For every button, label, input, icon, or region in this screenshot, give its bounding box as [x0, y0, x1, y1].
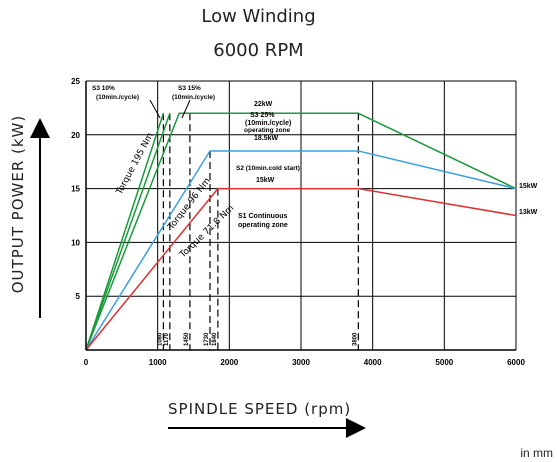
- speed-marker-label: 1450: [184, 332, 190, 346]
- annotations: S3 10% (10min./cycle) S3 15% (10min./cyc…: [92, 85, 538, 229]
- x-axis-label: SPINDLE SPEED (rpm): [168, 400, 352, 418]
- speed-marker-label: 3800: [352, 332, 358, 346]
- annotation-s3-25-zone: operating zone: [244, 127, 291, 134]
- chart-title: Low Winding: [201, 6, 316, 27]
- annotation-s1-zone: operating zone: [238, 222, 288, 229]
- annotation-s1: S1 Continuous: [238, 213, 287, 220]
- x-tick-label: 0: [84, 358, 89, 367]
- speed-marker-label: 1080: [157, 332, 163, 346]
- tick-labels: 5 10 15 20 25 0 1000 2000 3000 4000 5000 6000: [71, 77, 525, 367]
- speed-markers: 1080 1170 1450 1730 1840 3800: [157, 113, 359, 350]
- x-tick-label: 5000: [435, 358, 453, 367]
- series-line: [85, 113, 165, 351]
- chart-subtitle: 6000 RPM: [213, 40, 304, 61]
- annotation-22kw: 22kW: [254, 101, 273, 108]
- annotation-15kw: 15kW: [256, 177, 275, 184]
- annotation-s3-15-cycle: (10min./cycle): [172, 94, 215, 101]
- speed-marker-label: 1840: [212, 332, 218, 346]
- y-tick-label: 10: [71, 238, 80, 247]
- x-tick-label: 1000: [149, 358, 167, 367]
- series-line: [85, 187, 517, 351]
- speed-marker-label: 1170: [164, 332, 170, 346]
- annotation-end-15kw: 15kW: [519, 183, 538, 190]
- series-lines: [85, 112, 517, 351]
- grid: [86, 80, 517, 350]
- annotation-s3-25-cycle: (10min./cycle): [245, 120, 291, 127]
- x-tick-label: 3000: [292, 358, 310, 367]
- series-line: [85, 113, 171, 351]
- x-tick-label: 2000: [220, 358, 238, 367]
- x-tick-label: 4000: [364, 358, 382, 367]
- y-tick-label: 5: [76, 292, 81, 301]
- annotation-s3-15: S3 15%: [178, 85, 201, 92]
- annotation-end-13kw: 13kW: [519, 209, 538, 216]
- annotation-18-5kw: 18.5kW: [254, 135, 279, 142]
- y-tick-label: 20: [71, 131, 80, 140]
- annotation-s3-10-cycle: (10min./cycle): [96, 94, 139, 101]
- leader-s3-15: [181, 99, 191, 119]
- series-line: [85, 112, 517, 351]
- series-line: [85, 150, 517, 351]
- y-axis-label: OUTPUT POWER (kW): [9, 114, 27, 294]
- annotation-s2: S2 (10min.cold start): [236, 165, 300, 172]
- unit-note: in mm: [520, 446, 553, 460]
- annotation-s3-10: S3 10%: [92, 85, 115, 92]
- axes: [85, 81, 516, 351]
- speed-marker-label: 1730: [204, 332, 210, 346]
- leader-s3-10: [149, 99, 161, 119]
- y-tick-label: 25: [71, 77, 80, 86]
- y-tick-label: 15: [71, 185, 80, 194]
- x-tick-label: 6000: [507, 358, 525, 367]
- annotation-s3-25: S3 25%: [250, 112, 275, 119]
